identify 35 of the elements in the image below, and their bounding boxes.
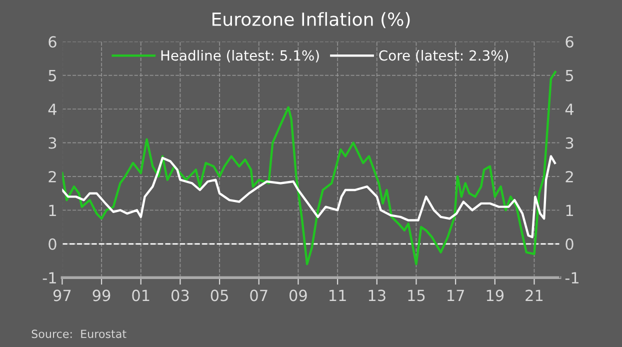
- x-tick-label: 03: [171, 290, 189, 302]
- x-tick-label: 99: [92, 290, 110, 302]
- y-tick-label: 5: [48, 70, 56, 82]
- source-note: Source: Eurostat: [32, 330, 126, 338]
- y2-tick-label: 1: [566, 204, 573, 216]
- x-tick-label: 11: [330, 290, 346, 302]
- y2-tick-label: 5: [566, 70, 574, 82]
- x-tick-label: 05: [210, 290, 228, 302]
- x-tick-label: 09: [290, 290, 307, 302]
- x-tick-label: 17: [448, 290, 464, 302]
- legend-label: Headline (latest: 5.1%): [161, 50, 319, 62]
- x-tick-label: 07: [250, 290, 268, 302]
- chart-title: Eurozone Inflation (%): [212, 12, 410, 28]
- y-tick-label: 3: [48, 137, 56, 149]
- y-tick-label: -1: [42, 272, 56, 284]
- y-tick-label: 6: [48, 36, 56, 48]
- x-tick-label: 01: [132, 290, 150, 302]
- x-tick-label: 13: [368, 290, 386, 302]
- y2-tick-label: 2: [566, 170, 573, 182]
- y2-tick-label: 0: [566, 238, 574, 250]
- y2-tick-label: -1: [565, 272, 578, 284]
- y-tick-label: 1: [49, 204, 56, 216]
- x-tick-label: 15: [408, 290, 425, 302]
- y2-tick-label: 3: [566, 137, 574, 149]
- x-tick-label: 97: [53, 290, 71, 302]
- y-tick-label: 4: [48, 104, 56, 115]
- legend-label: Core (latest: 2.3%): [379, 50, 508, 62]
- y-tick-label: 0: [48, 238, 56, 250]
- y2-tick-label: 6: [566, 36, 574, 48]
- x-tick-label: 21: [526, 290, 543, 302]
- y-tick-label: 2: [48, 170, 56, 182]
- line-series: [62, 155, 556, 238]
- x-tick-label: 19: [486, 290, 504, 302]
- line-series: [62, 70, 556, 266]
- y2-tick-label: 4: [565, 104, 574, 115]
